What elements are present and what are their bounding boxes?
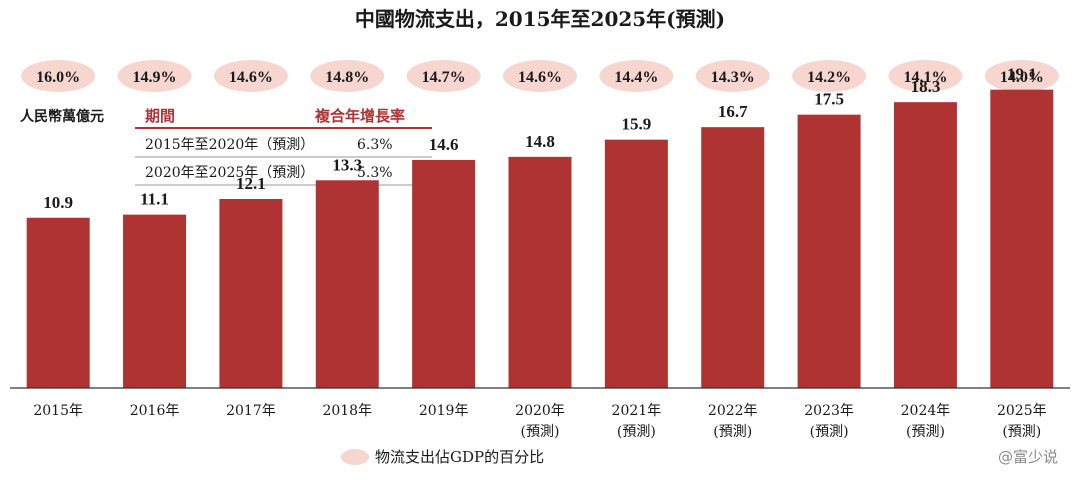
gdp-share-pill [310,60,385,92]
bar-value-label: 14.8 [525,132,555,151]
cagr-row-2-period: 2020年至2025年（預測） [145,165,314,181]
bar-2023年 [797,114,861,389]
bar-2016年 [123,214,187,388]
x-tick-label: 2016年 [130,403,180,419]
x-tick-note: (預測) [810,424,849,440]
gdp-share-pill [21,60,96,92]
bar-2018年 [315,180,379,388]
gdp-share-pill [599,60,674,92]
bar-2019年 [412,159,476,388]
x-tick-label: 2023年 [804,403,854,419]
gdp-share-label: 14.3% [711,69,755,86]
bar-2015年 [26,217,90,388]
cagr-row-1-rate: 6.3% [357,137,393,153]
gdp-share-label: 14.6% [229,69,273,86]
bar-value-label: 12.1 [236,174,266,193]
gdp-share-label: 14.0% [1000,69,1044,86]
gdp-share-pill [213,60,288,92]
gdp-share-label: 14.6% [518,69,562,86]
gdp-share-label: 14.8% [325,69,369,86]
gdp-share-label: 14.9% [133,69,177,86]
gdp-share-pill [695,60,770,92]
x-tick-label: 2022年 [708,403,758,419]
bar-value-label: 19.1 [1007,65,1037,84]
chart-title: 中國物流支出，2015年至2025年(預測) [355,7,725,31]
bar-value-label: 11.1 [140,190,169,209]
x-tick-label: 2025年 [997,403,1047,419]
gdp-share-pill [503,60,577,92]
bar-2025年 [990,89,1054,388]
cagr-row-1-period: 2015年至2020年（預測） [145,137,314,153]
gdp-share-label: 16.0% [36,69,80,86]
gdp-share-pill [984,60,1059,92]
x-tick-note: (預測) [906,424,945,440]
gdp-share-pill [888,60,963,92]
gdp-share-label: 14.4% [614,69,658,86]
x-tick-label: 2018年 [322,403,372,419]
gdp-share-label: 14.2% [807,69,851,86]
x-tick-label: 2020年 [515,403,565,419]
x-axis-ticks: 2015年 2016年 2017年 2018年 2019年 2020年 (預測) 2021年 (… [33,403,1046,440]
cagr-row-2-rate: 5.3% [357,165,393,181]
gdp-share-pill [406,60,481,92]
x-tick-note: (預測) [521,424,560,440]
x-tick-note: (預測) [713,424,752,440]
legend-swatch [341,449,369,465]
watermark: @富少说 [998,448,1058,466]
x-tick-note: (預測) [1002,424,1041,440]
bar-value-label: 15.9 [621,115,651,134]
bar-value-label: 17.5 [814,90,844,109]
cagr-header-rate: 複合年增長率 [314,107,405,125]
x-tick-note: (預測) [617,424,656,440]
bar-value-label: 14.6 [429,135,459,154]
bar-value-label: 13.3 [332,155,362,174]
legend-label: 物流支出佔GDP的百分比 [375,448,544,466]
bar-2017年 [219,199,283,388]
gdp-share-pill [792,60,867,92]
x-tick-label: 2015年 [33,403,83,419]
bar-2020年 [508,156,572,388]
bar-2021年 [604,139,668,388]
bar-series: 10.9 11.1 12.1 13.3 14.6 14.8 15.9 16.7 17.5 18.3… [26,65,1054,389]
bar-value-label: 18.3 [911,77,941,96]
cagr-header-period: 期間 [145,107,175,125]
bar-2024年 [893,102,957,389]
x-tick-label: 2017年 [226,403,276,419]
bar-value-label: 16.7 [718,102,748,121]
unit-label: 人民幣萬億元 [20,108,104,125]
x-tick-label: 2024年 [901,403,951,419]
bar-2022年 [701,127,765,389]
bar-value-label: 10.9 [43,193,73,212]
x-tick-label: 2021年 [612,403,662,419]
gdp-share-row: 16.0% 14.9% 14.6% 14.8% 14.7% 14.6% 14.4% 14.3%… [21,60,1059,92]
gdp-share-pill [117,60,192,92]
x-tick-label: 2019年 [419,403,469,419]
gdp-share-label: 14.7% [422,69,466,86]
cagr-table: 期間 複合年增長率 2015年至2020年（預測） 6.3% 2020年至202… [135,107,432,186]
gdp-share-label: 14.1% [903,69,947,86]
